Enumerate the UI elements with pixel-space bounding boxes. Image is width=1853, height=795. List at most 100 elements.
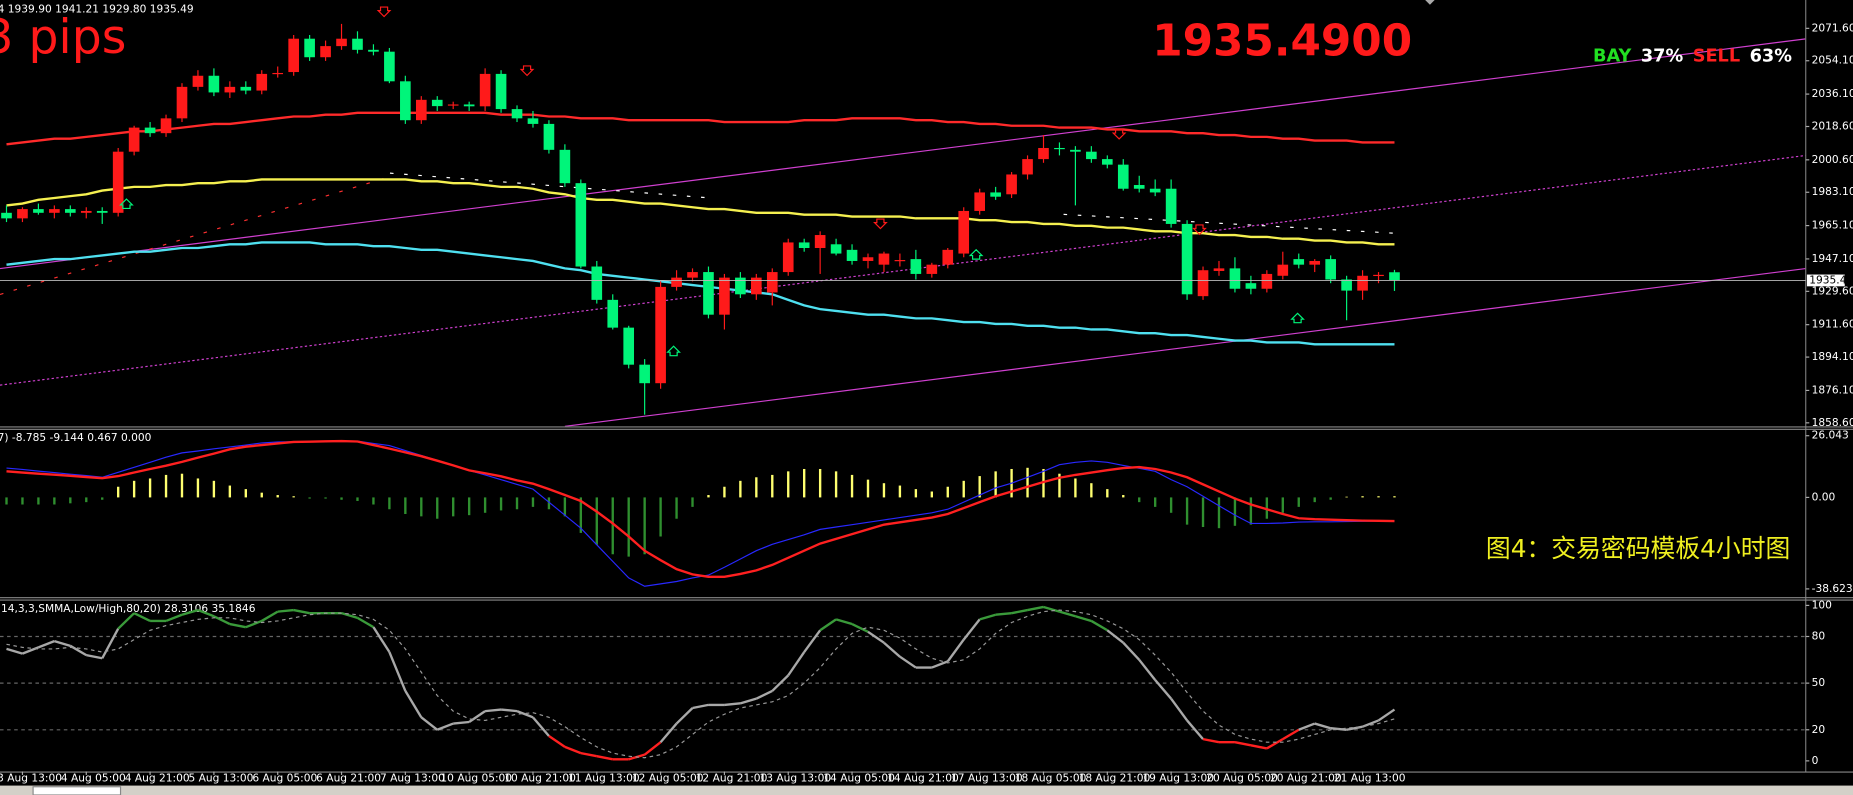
stochastic-segment xyxy=(165,613,183,623)
candle-body xyxy=(1101,159,1113,165)
stochastic-segment xyxy=(484,708,502,713)
buy-arrow xyxy=(119,198,134,210)
candle-body xyxy=(144,127,156,134)
x-tick-label: 14 Aug 21:00 xyxy=(887,772,959,785)
y-tick-label: 2000.60 xyxy=(1812,153,1853,166)
stochastic-segment xyxy=(787,651,806,677)
candle-body xyxy=(1181,223,1193,295)
stochastic-segment xyxy=(1106,629,1124,644)
candle-body xyxy=(1341,279,1352,291)
candle-body xyxy=(224,86,236,93)
candle-body xyxy=(575,183,587,267)
chart-header: 4 1939.90 1941.21 1929.80 1935.49 xyxy=(0,2,194,15)
candle-body xyxy=(655,286,666,384)
candle-body xyxy=(415,99,427,121)
sentiment-text: 63% xyxy=(1750,47,1793,67)
x-tick-label: 5 Aug 13:00 xyxy=(189,772,254,785)
stochastic-segment xyxy=(37,640,55,649)
x-tick-label: 11 Aug 13:00 xyxy=(568,772,640,785)
candle-body xyxy=(1373,274,1384,277)
tab[interactable] xyxy=(32,786,122,795)
current-price-label: 1935.49 xyxy=(1809,273,1853,286)
candle-body xyxy=(862,257,874,261)
candle-body xyxy=(112,151,124,213)
stochastic-segment xyxy=(1138,659,1157,681)
y-tick-label: 1876.10 xyxy=(1812,383,1853,396)
candle-body xyxy=(974,192,985,211)
stochastic-segment xyxy=(1075,615,1092,623)
sentiment-text: BAY xyxy=(1593,47,1632,67)
candle-body xyxy=(1006,174,1017,195)
moving-average xyxy=(6,111,1395,146)
candle-body xyxy=(990,192,1001,197)
y-tick-label: 0 xyxy=(1812,754,1819,767)
y-tick-label: 2071.60 xyxy=(1812,21,1853,34)
x-tick-label: 6 Aug 21:00 xyxy=(316,772,381,785)
stochastic-segment xyxy=(1170,697,1189,722)
sentiment-text: 37% xyxy=(1641,47,1684,67)
candle-body xyxy=(1325,259,1336,280)
candle-body xyxy=(1197,270,1209,297)
candle-body xyxy=(894,260,906,262)
stochastic-segment xyxy=(229,622,247,629)
candle-body xyxy=(208,75,220,93)
shift-marker xyxy=(1425,0,1435,5)
candle-body xyxy=(798,242,810,248)
candle-body xyxy=(527,118,539,124)
sentiment: BAY 37% SELL 63% xyxy=(1593,47,1792,67)
y-tick-label: 2036.10 xyxy=(1812,87,1853,100)
x-tick-label: 3 Aug 13:00 xyxy=(0,772,62,785)
candle-body xyxy=(1022,159,1033,175)
stochastic-segment xyxy=(261,610,279,622)
candle-body xyxy=(687,272,698,278)
sell-arrow xyxy=(1192,224,1207,236)
stochastic-segment xyxy=(740,697,757,705)
candle-body xyxy=(1213,268,1225,271)
stochastic-segment xyxy=(979,613,996,621)
stochastic-segment xyxy=(293,608,310,615)
stochastic-segment xyxy=(6,647,23,655)
candle-body xyxy=(1245,283,1257,289)
stochastic-segment xyxy=(277,608,294,613)
candle-body xyxy=(1229,268,1241,289)
stochastic-segment xyxy=(771,674,790,692)
y-tick-label: 2018.60 xyxy=(1812,120,1853,133)
stochastic-segment xyxy=(819,618,837,632)
candle-body xyxy=(1117,164,1129,189)
candle-body xyxy=(751,277,762,295)
candle-body xyxy=(1070,149,1081,152)
candle-body xyxy=(1165,188,1177,224)
y-tick-label: -38.623 xyxy=(1812,582,1853,595)
stochastic-segment xyxy=(867,630,885,644)
x-tick-label: 7 Aug 13:00 xyxy=(380,772,445,785)
candle-body xyxy=(320,46,331,58)
candle-body xyxy=(926,264,938,274)
candle-body xyxy=(543,123,555,150)
candle-body xyxy=(910,259,922,274)
candle-body xyxy=(128,127,140,152)
pips-text: 3 pips xyxy=(0,10,126,65)
stochastic-segment xyxy=(372,626,391,653)
stochastic-segment xyxy=(724,702,741,707)
stochastic-segment xyxy=(1122,641,1141,661)
stochastic-segment xyxy=(1043,605,1060,613)
y-tick-label: 1929.60 xyxy=(1812,284,1853,297)
x-tick-label: 12 Aug 21:00 xyxy=(696,772,768,785)
candle-body xyxy=(176,86,188,119)
stochastic-segment xyxy=(213,615,231,626)
y-tick-label: 2054.10 xyxy=(1812,54,1853,67)
stochastic-segment xyxy=(946,638,965,663)
stochastic-segment xyxy=(596,755,613,761)
moving-average xyxy=(6,178,1395,246)
sell-arrow xyxy=(873,218,888,230)
y-tick-label: 1911.60 xyxy=(1812,318,1853,331)
x-tick-label: 19 Aug 13:00 xyxy=(1142,772,1214,785)
trend-channel xyxy=(0,38,1806,427)
y-tick-label: 80 xyxy=(1812,630,1826,643)
stochastic-segment xyxy=(931,660,949,669)
candle-body xyxy=(1054,147,1065,150)
buy-arrow xyxy=(666,345,681,357)
y-tick-label: 1858.60 xyxy=(1812,416,1853,429)
candle-body xyxy=(1086,151,1097,160)
stochastic-segment xyxy=(341,612,358,619)
